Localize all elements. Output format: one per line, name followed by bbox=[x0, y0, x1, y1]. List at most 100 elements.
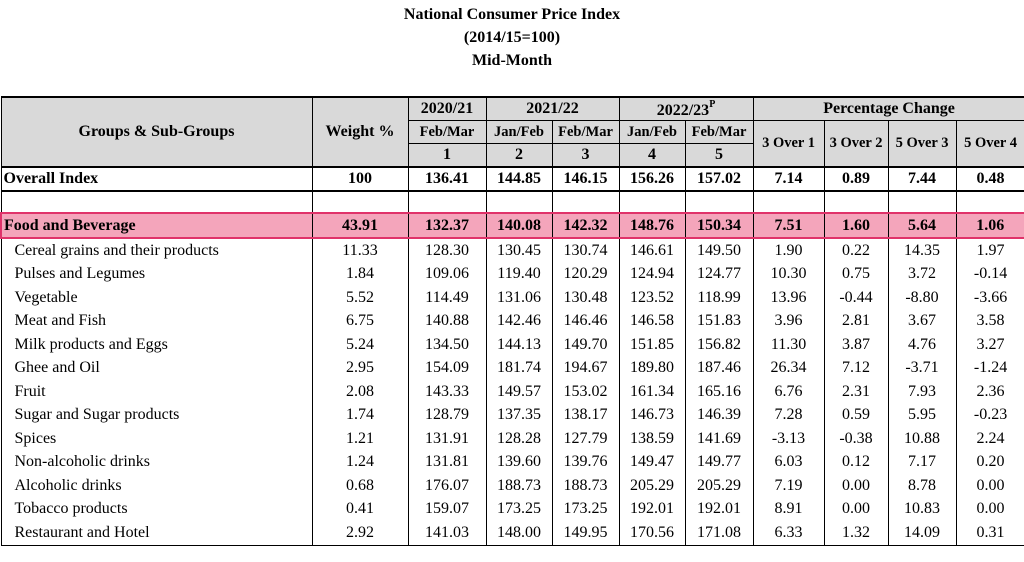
row-label: Food and Beverage bbox=[0, 212, 313, 239]
table-row: Fruit 2.08 143.33 149.57 153.02 161.34 165.16 6… bbox=[0, 380, 1024, 404]
cell: 0.41 bbox=[311, 497, 409, 521]
cell: 4.76 bbox=[887, 333, 957, 357]
table-row: Vegetable 5.52 114.49 131.06 130.48 123.52 118… bbox=[0, 286, 1024, 310]
cell: 1.06 bbox=[955, 212, 1024, 239]
provisional-mark: P bbox=[709, 98, 716, 110]
cell: 3.27 bbox=[955, 333, 1024, 357]
table-row: Tobacco products 0.41 159.07 173.25 173.25 19… bbox=[0, 497, 1024, 521]
cell: 119.40 bbox=[485, 262, 553, 286]
cell: 148.00 bbox=[485, 521, 553, 546]
table-row: Restaurant and Hotel 2.92 141.03 148.00 149.… bbox=[0, 521, 1024, 546]
cell: 114.49 bbox=[407, 286, 487, 310]
cell: 3.96 bbox=[752, 309, 825, 333]
cell: 131.06 bbox=[485, 286, 553, 310]
cell: 149.70 bbox=[551, 333, 620, 357]
cell: 2.08 bbox=[311, 380, 409, 404]
row-label: Spices bbox=[0, 427, 313, 451]
cell: 10.83 bbox=[887, 497, 957, 521]
cell: 130.45 bbox=[485, 238, 553, 263]
month-header: Jan/Feb bbox=[618, 120, 686, 144]
row-label: Pulses and Legumes bbox=[0, 262, 313, 286]
cell: 134.50 bbox=[407, 333, 487, 357]
month-header: Feb/Mar bbox=[684, 120, 754, 144]
cell: 132.37 bbox=[407, 212, 487, 239]
col-number: 4 bbox=[618, 143, 686, 168]
cell: 7.51 bbox=[752, 212, 825, 239]
cell: 1.97 bbox=[955, 238, 1024, 263]
month-header: Jan/Feb bbox=[485, 120, 553, 144]
row-label: Overall Index bbox=[0, 166, 313, 192]
cell: -0.14 bbox=[955, 262, 1024, 286]
cell: 161.34 bbox=[618, 380, 686, 404]
cell: 192.01 bbox=[618, 497, 686, 521]
cell: 7.14 bbox=[752, 166, 825, 192]
col-number: 1 bbox=[407, 143, 487, 168]
cell: 131.81 bbox=[407, 450, 487, 474]
cell: 7.44 bbox=[887, 166, 957, 192]
cell: 136.41 bbox=[407, 166, 487, 192]
pct-col-header: 5 Over 3 bbox=[887, 120, 957, 168]
cell: 173.25 bbox=[551, 497, 620, 521]
year-header-label: 2022/23 bbox=[656, 101, 710, 119]
cell: 159.07 bbox=[407, 497, 487, 521]
row-label: Fruit bbox=[0, 380, 313, 404]
cell: 171.08 bbox=[684, 521, 754, 546]
cell: 1.24 bbox=[311, 450, 409, 474]
cell: 149.95 bbox=[551, 521, 620, 546]
cell: 118.99 bbox=[684, 286, 754, 310]
cell: 146.15 bbox=[551, 166, 620, 192]
cell: 7.17 bbox=[887, 450, 957, 474]
base-year: (2014/15=100) bbox=[463, 29, 561, 46]
cell: 5.52 bbox=[311, 286, 409, 310]
row-label: Alcoholic drinks bbox=[0, 474, 313, 498]
cell: 188.73 bbox=[485, 474, 553, 498]
cell: -3.71 bbox=[887, 356, 957, 380]
cell: -0.38 bbox=[823, 427, 889, 451]
cell: 146.46 bbox=[551, 309, 620, 333]
cell: 7.19 bbox=[752, 474, 825, 498]
cell: 140.08 bbox=[485, 212, 553, 239]
cell: 181.74 bbox=[485, 356, 553, 380]
cell: -0.44 bbox=[823, 286, 889, 310]
cell: 100 bbox=[311, 166, 409, 192]
table-header: Groups & Sub-Groups Weight % 2020/21 202… bbox=[0, 96, 1024, 168]
cell: 1.90 bbox=[752, 238, 825, 263]
col-number: 3 bbox=[551, 143, 620, 168]
cell: 6.75 bbox=[311, 309, 409, 333]
cell: 188.73 bbox=[551, 474, 620, 498]
cell: 156.26 bbox=[618, 166, 686, 192]
cell: 176.07 bbox=[407, 474, 487, 498]
cell: 0.75 bbox=[823, 262, 889, 286]
table-row: Spices 1.21 131.91 128.28 127.79 138.59 141.69… bbox=[0, 427, 1024, 451]
cell: 144.13 bbox=[485, 333, 553, 357]
cell: 43.91 bbox=[311, 212, 409, 239]
cell: 151.85 bbox=[618, 333, 686, 357]
table-row: Sugar and Sugar products 1.74 128.79 137.35… bbox=[0, 403, 1024, 427]
cell: 1.60 bbox=[823, 212, 889, 239]
table-row: Pulses and Legumes 1.84 109.06 119.40 120.29… bbox=[0, 262, 1024, 286]
row-label: Meat and Fish bbox=[0, 309, 313, 333]
col-number: 5 bbox=[684, 143, 754, 168]
cell: 3.67 bbox=[887, 309, 957, 333]
cell: 0.20 bbox=[955, 450, 1024, 474]
cell: 7.93 bbox=[887, 380, 957, 404]
cell: 127.79 bbox=[551, 427, 620, 451]
food-beverage-row: Food and Beverage 43.91 132.37 140.08 14… bbox=[0, 212, 1024, 239]
pct-col-header: 3 Over 1 bbox=[752, 120, 825, 168]
cell: 130.74 bbox=[551, 238, 620, 263]
cell: 6.76 bbox=[752, 380, 825, 404]
cell: 13.96 bbox=[752, 286, 825, 310]
cell: -3.13 bbox=[752, 427, 825, 451]
table-body: Overall Index 100 136.41 144.85 146.15 1… bbox=[0, 166, 1024, 546]
cell: 141.69 bbox=[684, 427, 754, 451]
cell: 140.88 bbox=[407, 309, 487, 333]
cell: 5.24 bbox=[311, 333, 409, 357]
cell: 7.12 bbox=[823, 356, 889, 380]
cell: 0.12 bbox=[823, 450, 889, 474]
cell: 3.72 bbox=[887, 262, 957, 286]
cell: 146.39 bbox=[684, 403, 754, 427]
cell: 0.00 bbox=[823, 497, 889, 521]
table-row: Alcoholic drinks 0.68 176.07 188.73 188.73 20… bbox=[0, 474, 1024, 498]
cell: 1.74 bbox=[311, 403, 409, 427]
cell: 143.33 bbox=[407, 380, 487, 404]
